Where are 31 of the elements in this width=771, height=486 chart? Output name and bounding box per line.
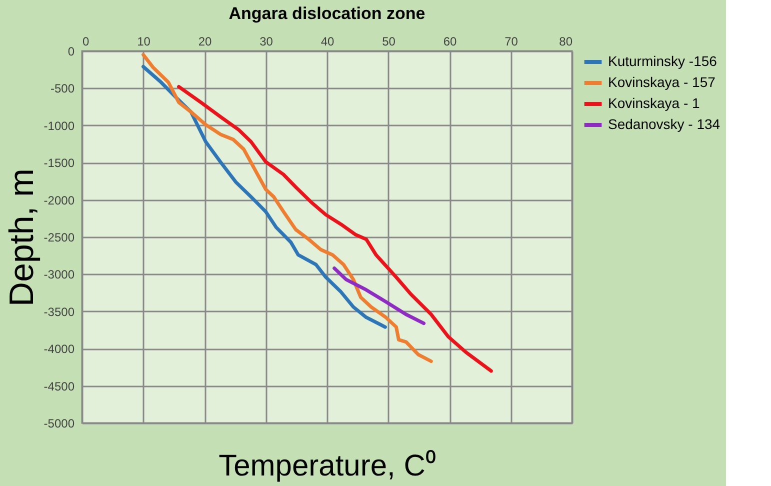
chart-title: Angara dislocation zone xyxy=(228,4,426,23)
legend-label: Kovinskaya - 157 xyxy=(608,74,716,90)
x-tick-label: 40 xyxy=(320,34,334,48)
legend-label: Sedanovsky - 134 xyxy=(608,116,720,132)
x-tick-label: 70 xyxy=(504,34,518,48)
x-tick-label: 50 xyxy=(382,34,396,48)
y-tick-label: -3500 xyxy=(44,304,75,319)
line-series xyxy=(142,64,387,329)
x-tick-label: 30 xyxy=(260,34,274,48)
y-tick-label: -2500 xyxy=(44,230,75,244)
line-series xyxy=(142,52,433,363)
legend-label: Kovinskaya - 1 xyxy=(608,95,700,111)
y-tick-label: -3000 xyxy=(44,268,75,282)
y-tick-label: -4000 xyxy=(44,342,75,356)
line-series xyxy=(177,84,493,373)
y-axis-title: Depth, m xyxy=(2,168,41,306)
y-tick-label: 0 xyxy=(68,44,75,58)
y-tick-label: -500 xyxy=(50,82,75,96)
y-tick-label: -5000 xyxy=(44,416,75,430)
y-tick-label: -1500 xyxy=(44,156,75,170)
legend-label: Kuturminsky -156 xyxy=(608,53,718,69)
y-tick-label: -1000 xyxy=(44,118,75,133)
x-tick-label: 20 xyxy=(198,34,212,48)
x-tick-label: 10 xyxy=(137,34,151,48)
y-tick-label: -2000 xyxy=(44,193,75,208)
x-tick-label: 80 xyxy=(559,34,573,48)
y-tick-label: -4500 xyxy=(44,379,75,394)
x-tick-label: 60 xyxy=(443,34,457,48)
line-series xyxy=(332,266,426,326)
x-axis-title: Temperature, C⁰ xyxy=(218,450,436,482)
x-tick-label: 0 xyxy=(82,34,90,48)
